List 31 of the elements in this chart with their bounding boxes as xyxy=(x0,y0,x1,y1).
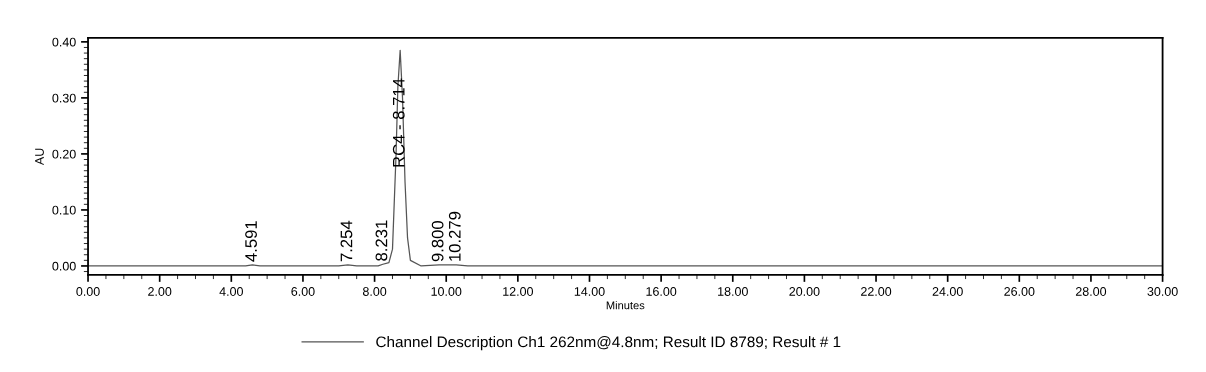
annotation: 4.591 xyxy=(245,221,257,262)
y-axis-title: AU xyxy=(35,148,44,166)
annotation: 9.800 xyxy=(431,220,444,262)
line-series xyxy=(88,49,1163,267)
x-tick-label: 8.00 xyxy=(362,287,387,296)
x-tick-label: 4.00 xyxy=(219,287,243,296)
annotation: RC4 - 8.714 xyxy=(392,78,405,167)
x-tick-label: 30.00 xyxy=(1147,287,1178,296)
x-axis-title: Minutes xyxy=(606,301,645,310)
y-tick-label: 0.00 xyxy=(52,261,76,271)
y-tick-label: 0.10 xyxy=(52,205,76,215)
annotation: 7.254 xyxy=(340,220,353,262)
x-tick-label: 16.00 xyxy=(646,287,677,296)
x-tick-label: 2.00 xyxy=(148,287,172,296)
x-tick-label: 0.00 xyxy=(76,287,100,296)
y-tick-label: 0.30 xyxy=(52,93,76,103)
x-tick-label: 24.00 xyxy=(932,287,963,296)
y-tick-label: 0.40 xyxy=(52,37,76,47)
x-tick-label: 18.00 xyxy=(718,287,748,296)
x-tick-label: 22.00 xyxy=(861,287,892,296)
x-tick-label: 14.00 xyxy=(574,287,605,296)
x-tick-label: 28.00 xyxy=(1075,287,1107,296)
x-tick-label: 6.00 xyxy=(291,287,315,296)
x-tick-label: 12.00 xyxy=(503,287,534,296)
x-tick-label: 10.00 xyxy=(431,287,462,296)
x-tick-label: 20.00 xyxy=(789,287,820,296)
y-tick-label: 0.20 xyxy=(52,149,76,159)
x-tick-label: 26.00 xyxy=(1004,287,1035,296)
annotation: 10.279 xyxy=(448,211,461,261)
annotation: 8.231 xyxy=(375,220,388,261)
legend-label: Channel Description Ch1 262nm@4.8nm; Result ID 8789; Result # 1 xyxy=(376,336,841,351)
